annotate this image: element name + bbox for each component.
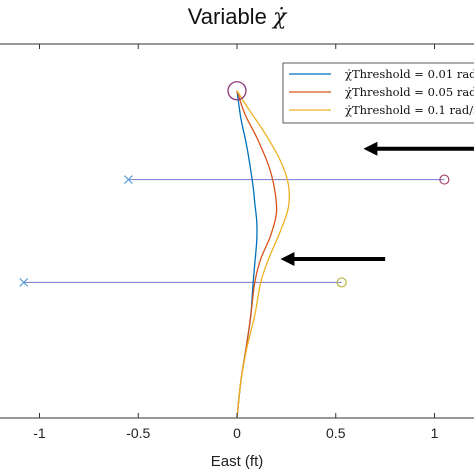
x-tick-label: 1 <box>431 425 439 441</box>
x-tick-label: -0.5 <box>126 425 150 441</box>
start-point-circle-marker <box>227 81 247 101</box>
obstacle-start-x-marker-2 <box>19 278 29 287</box>
x-tick-label: 0 <box>233 425 241 441</box>
chart-title: Variable χ̇ <box>0 4 474 30</box>
obstacle-end-circle-marker-1 <box>439 174 450 185</box>
obstacle-start-x-stroke-b <box>123 175 133 184</box>
series-line-1 <box>236 90 258 419</box>
x-tick-label: -1 <box>33 425 46 441</box>
direction-arrow-head-2 <box>280 252 295 267</box>
obstacle-end-circle-marker-2 <box>336 277 347 288</box>
legend-label-3: χ̇Threshold = 0.1 rad/s <box>345 103 474 117</box>
legend-label-2: χ̇Threshold = 0.05 rad <box>345 85 474 99</box>
chart-title-text: Variable <box>187 4 267 29</box>
series-line-3 <box>236 90 290 419</box>
obstacle-start-x-stroke-b <box>19 278 29 287</box>
series-line-2 <box>236 90 278 419</box>
direction-arrow-head-1 <box>363 141 378 156</box>
x-axis-label: East (ft) <box>211 453 264 470</box>
legend-label-1: χ̇Threshold = 0.01 rad <box>345 67 474 81</box>
obstacle-start-x-marker-1 <box>123 175 133 184</box>
x-tick-label: 0.5 <box>326 425 346 441</box>
legend-box <box>282 62 474 124</box>
chart-title-symbol: χ̇ <box>272 5 287 30</box>
